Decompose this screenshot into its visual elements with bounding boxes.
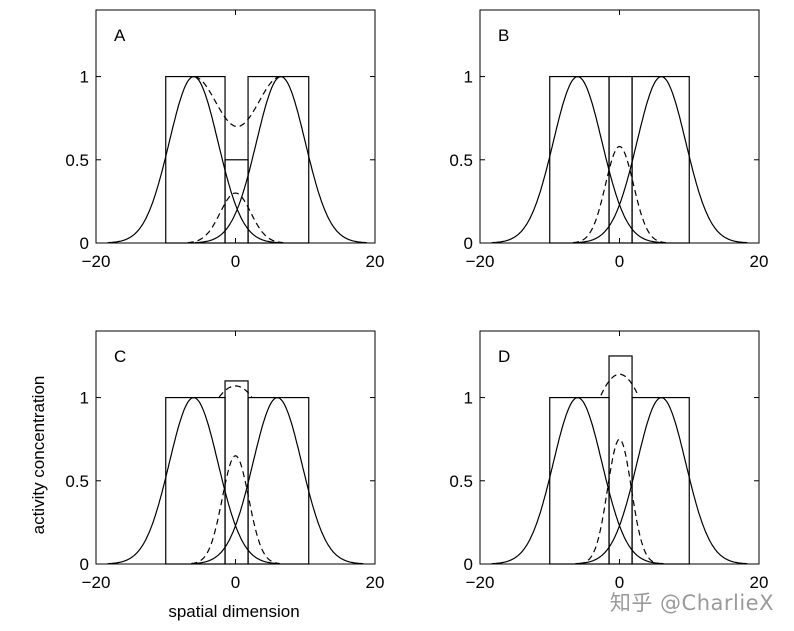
panel-d-broad-response xyxy=(600,373,639,396)
watermark: 知乎 @CharlieX xyxy=(609,591,774,615)
panel-a-ytick-label: 0 xyxy=(80,234,89,253)
panel-b-left-input xyxy=(549,75,610,244)
panel-b-xtick-label: −20 xyxy=(466,252,495,271)
panel-a-xtick-label: −20 xyxy=(82,252,111,271)
panel-c-center-input xyxy=(224,380,249,565)
panel-c-right-response xyxy=(191,396,364,565)
panel-b-letter: B xyxy=(498,26,509,45)
panel-c-ytick-label: 0 xyxy=(80,555,89,574)
panel-a-ytick-label: 0.5 xyxy=(65,151,89,170)
panel-c-broad-response xyxy=(218,385,253,398)
panel-a-xtick-label: 20 xyxy=(366,252,385,271)
panel-d-center-response xyxy=(578,438,661,565)
panel-c-ytick-label: 0.5 xyxy=(65,472,89,491)
panel-a-center-response xyxy=(187,192,284,244)
panel-b-axes-frame xyxy=(479,9,760,244)
panel-a-right-response xyxy=(194,75,367,244)
panel-d-left-input xyxy=(549,396,610,565)
panel-d-xtick-label: −20 xyxy=(466,573,495,592)
panel-c-left-response xyxy=(107,396,280,565)
panel-c-axes-frame xyxy=(95,330,376,565)
panel-a-left-input xyxy=(165,75,226,244)
panel-b-center-response xyxy=(572,145,667,244)
panel-d: D00.51−20 0 20 xyxy=(449,330,769,592)
panel-c-xtick-label: 20 xyxy=(366,573,385,592)
panel-b-right-input xyxy=(631,75,690,244)
panel-d-xtick-label: 20 xyxy=(750,573,769,592)
panel-a-ytick-label: 1 xyxy=(80,68,89,87)
panel-b-xtick-label: 0 xyxy=(615,252,624,271)
panel-b: B00.51−20 0 20 xyxy=(449,9,769,271)
panel-d-right-input xyxy=(631,396,690,565)
panel-d-xtick-label: 0 xyxy=(615,573,624,592)
panel-b-right-response xyxy=(575,75,748,244)
panel-c-ytick-label: 1 xyxy=(80,389,89,408)
x-axis-label: spatial dimension xyxy=(168,602,299,621)
panel-c: C00.51−20 0 20 xyxy=(65,330,385,592)
panel-a-xtick-label: 0 xyxy=(231,252,240,271)
panel-b-ytick-label: 0 xyxy=(464,234,473,253)
panel-a-sum-response xyxy=(194,76,280,128)
panel-d-left-response xyxy=(491,396,664,565)
panel-b-ytick-label: 1 xyxy=(464,68,473,87)
panel-a-letter: A xyxy=(114,26,126,45)
panel-c-xtick-label: −20 xyxy=(82,573,111,592)
panel-c-left-input xyxy=(165,396,226,565)
panel-a: A00.51−20 0 20 xyxy=(65,9,385,271)
panel-d-letter: D xyxy=(498,347,510,366)
panel-c-xtick-label: 0 xyxy=(231,573,240,592)
panel-c-right-input xyxy=(247,396,310,565)
y-axis-label: activity concentration xyxy=(29,376,48,535)
panel-b-left-response xyxy=(491,75,664,244)
panel-b-ytick-label: 0.5 xyxy=(449,151,473,170)
panel-d-ytick-label: 1 xyxy=(464,389,473,408)
panel-d-ytick-label: 0 xyxy=(464,555,473,574)
panel-b-xtick-label: 20 xyxy=(750,252,769,271)
panel-d-ytick-label: 0.5 xyxy=(449,472,473,491)
panel-c-center-response xyxy=(191,455,280,565)
panel-d-axes-frame xyxy=(479,330,760,565)
panel-a-left-response xyxy=(107,75,280,244)
panel-a-right-input xyxy=(247,75,310,244)
panel-b-center-input xyxy=(608,75,633,244)
panel-c-letter: C xyxy=(114,347,126,366)
panel-d-right-response xyxy=(575,396,748,565)
